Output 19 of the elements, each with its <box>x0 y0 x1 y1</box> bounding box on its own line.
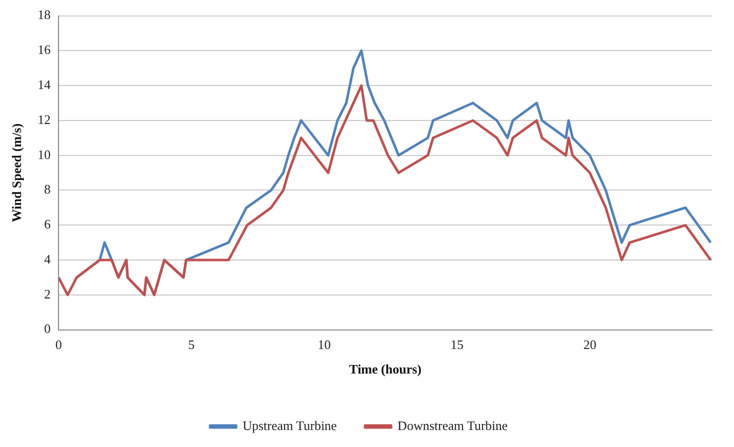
x-axis-title: Time (hours) <box>349 362 422 377</box>
y-tick-label: 6 <box>44 216 52 232</box>
x-tick-label: 15 <box>450 337 464 352</box>
y-tick-label: 8 <box>44 182 51 197</box>
y-tick-label: 12 <box>38 112 51 127</box>
legend-label: Downstream Turbine <box>398 418 508 433</box>
y-tick-label: 14 <box>38 77 52 92</box>
x-tick-label: 20 <box>583 337 596 352</box>
y-tick-label: 10 <box>38 146 51 162</box>
x-tick-label: 10 <box>318 337 331 352</box>
y-tick-label: 4 <box>44 251 52 266</box>
x-tick-label: 5 <box>188 337 195 352</box>
legend-label: Upstream Turbine <box>242 418 338 433</box>
x-tick-label: 0 <box>55 337 62 352</box>
y-tick-label: 2 <box>44 286 51 302</box>
y-tick-label: 16 <box>38 42 52 58</box>
y-tick-label: 0 <box>44 321 51 336</box>
y-axis-title: Wind Speed (m/s) <box>9 123 24 222</box>
y-tick-label: 18 <box>38 7 51 22</box>
